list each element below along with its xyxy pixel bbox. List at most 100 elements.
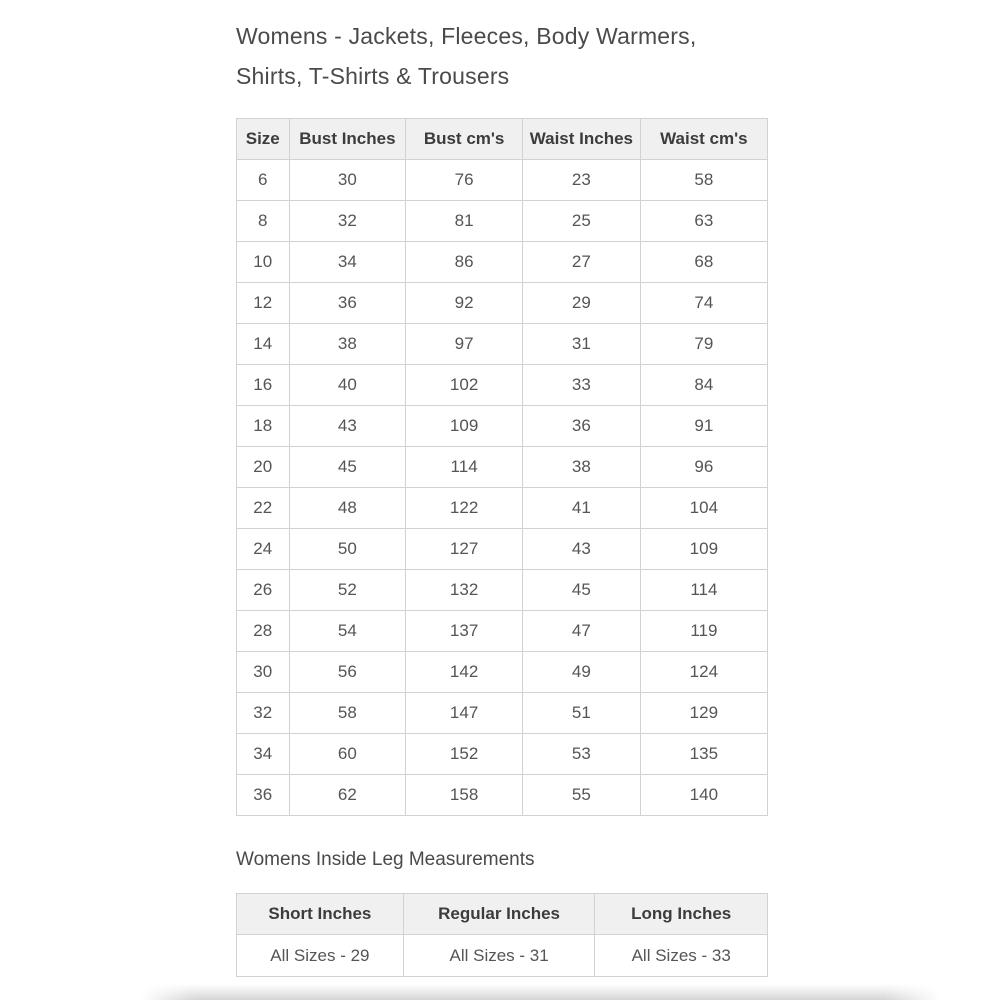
- page-title-line2: Shirts, T-Shirts & Trousers: [236, 63, 510, 89]
- table-cell: 12: [236, 282, 290, 324]
- table-cell: 45: [521, 569, 641, 611]
- table-cell: 33: [521, 364, 641, 406]
- table-cell: 102: [405, 364, 523, 406]
- table-row: 18 43 109 36 91: [236, 405, 769, 447]
- table-cell: 152: [405, 733, 523, 775]
- table-row: 10 34 86 27 68: [236, 241, 769, 283]
- table-cell: 63: [639, 200, 769, 242]
- table-cell: 36: [521, 405, 641, 447]
- table-cell: 26: [236, 569, 290, 611]
- table-cell: 53: [521, 733, 641, 775]
- table-cell: 147: [405, 692, 523, 734]
- table-cell: 140: [639, 774, 769, 816]
- table-header-row: Size Bust Inches Bust cm's Waist Inches Wais…: [236, 118, 769, 160]
- table-cell: 25: [521, 200, 641, 242]
- table-cell: 104: [639, 487, 769, 529]
- table-cell: 54: [288, 610, 407, 652]
- table-cell: 91: [639, 405, 769, 447]
- table-cell: 6: [236, 159, 290, 201]
- table-cell: 76: [405, 159, 523, 201]
- table-cell: 31: [521, 323, 641, 365]
- table-row: 16 40 102 33 84: [236, 364, 769, 406]
- table-cell: 20: [236, 446, 290, 488]
- table-row: 6 30 76 23 58: [236, 159, 769, 201]
- table-cell: 30: [288, 159, 407, 201]
- table-cell: 28: [236, 610, 290, 652]
- page-title: Womens - Jackets, Fleeces, Body Warmers,…: [236, 16, 696, 96]
- table-cell: All Sizes - 31: [402, 934, 596, 977]
- table-cell: 68: [639, 241, 769, 283]
- table-row: 12 36 92 29 74: [236, 282, 769, 324]
- table-cell: 58: [288, 692, 407, 734]
- table-row: 26 52 132 45 114: [236, 569, 769, 611]
- table-row: 32 58 147 51 129: [236, 692, 769, 734]
- table-cell: 119: [639, 610, 769, 652]
- page-title-line1: Womens - Jackets, Fleeces, Body Warmers,: [236, 23, 697, 49]
- table-cell: 62: [288, 774, 407, 816]
- table-cell: 74: [639, 282, 769, 324]
- table-cell: All Sizes - 29: [236, 934, 404, 977]
- table-cell: 40: [288, 364, 407, 406]
- table-cell: 22: [236, 487, 290, 529]
- table-cell: 79: [639, 323, 769, 365]
- table-header-cell: Bust cm's: [405, 118, 523, 160]
- table-cell: 41: [521, 487, 641, 529]
- table-cell: 48: [288, 487, 407, 529]
- table-cell: 60: [288, 733, 407, 775]
- table-cell: 158: [405, 774, 523, 816]
- table-cell: 45: [288, 446, 407, 488]
- table-row: 24 50 127 43 109: [236, 528, 769, 570]
- table-cell: 27: [521, 241, 641, 283]
- table-row: 30 56 142 49 124: [236, 651, 769, 693]
- table-cell: 109: [405, 405, 523, 447]
- table-row: 22 48 122 41 104: [236, 487, 769, 529]
- table-cell: 109: [639, 528, 769, 570]
- table-cell: 32: [236, 692, 290, 734]
- table-cell: 8: [236, 200, 290, 242]
- table-header-cell: Waist cm's: [639, 118, 769, 160]
- table-cell: All Sizes - 33: [594, 934, 768, 977]
- table-cell: 127: [405, 528, 523, 570]
- table-cell: 114: [405, 446, 523, 488]
- table-header-cell: Regular Inches: [402, 893, 596, 935]
- table-cell: 52: [288, 569, 407, 611]
- table-cell: 43: [521, 528, 641, 570]
- table-cell: 129: [639, 692, 769, 734]
- table-row: All Sizes - 29 All Sizes - 31 All Sizes - …: [236, 934, 768, 977]
- table-cell: 124: [639, 651, 769, 693]
- table-row: 28 54 137 47 119: [236, 610, 769, 652]
- table-row: 34 60 152 53 135: [236, 733, 769, 775]
- table-cell: 137: [405, 610, 523, 652]
- table-cell: 23: [521, 159, 641, 201]
- table-cell: 58: [639, 159, 769, 201]
- table-cell: 132: [405, 569, 523, 611]
- table-cell: 56: [288, 651, 407, 693]
- table-cell: 34: [236, 733, 290, 775]
- table-cell: 96: [639, 446, 769, 488]
- table-header-row: Short Inches Regular Inches Long Inches: [236, 893, 768, 935]
- table-cell: 29: [521, 282, 641, 324]
- table-cell: 55: [521, 774, 641, 816]
- table-cell: 38: [288, 323, 407, 365]
- inside-leg-table: Short Inches Regular Inches Long Inches All…: [236, 893, 768, 977]
- table-cell: 49: [521, 651, 641, 693]
- table-cell: 122: [405, 487, 523, 529]
- table-row: 14 38 97 31 79: [236, 323, 769, 365]
- table-cell: 142: [405, 651, 523, 693]
- table-cell: 81: [405, 200, 523, 242]
- table-header-cell: Size: [236, 118, 290, 160]
- table-cell: 32: [288, 200, 407, 242]
- table-cell: 24: [236, 528, 290, 570]
- table-cell: 18: [236, 405, 290, 447]
- table-cell: 50: [288, 528, 407, 570]
- table-cell: 135: [639, 733, 769, 775]
- table-header-cell: Bust Inches: [288, 118, 407, 160]
- table-cell: 36: [236, 774, 290, 816]
- table-cell: 92: [405, 282, 523, 324]
- table-cell: 47: [521, 610, 641, 652]
- table-header-cell: Short Inches: [236, 893, 404, 935]
- table-cell: 84: [639, 364, 769, 406]
- table-cell: 114: [639, 569, 769, 611]
- table-header-cell: Long Inches: [594, 893, 768, 935]
